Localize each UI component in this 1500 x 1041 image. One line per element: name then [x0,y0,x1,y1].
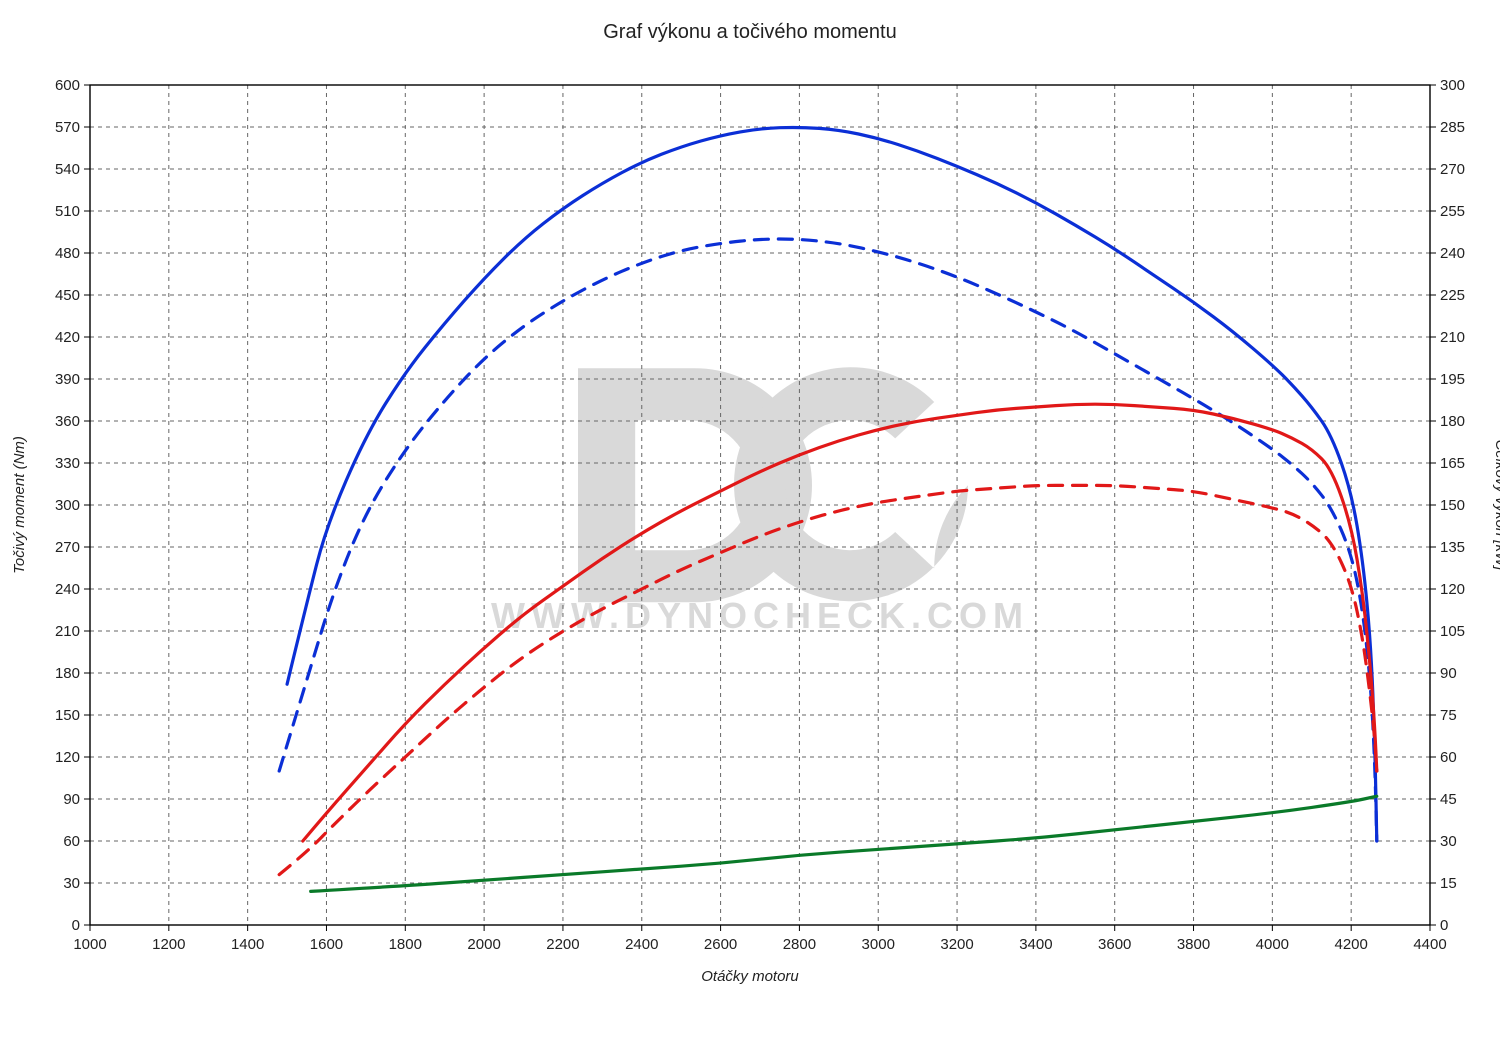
svg-text:120: 120 [1440,581,1465,598]
svg-text:165: 165 [1440,455,1465,472]
svg-text:1800: 1800 [389,936,422,953]
svg-text:600: 600 [55,77,80,94]
x-axis-label: Otáčky motoru [701,968,799,985]
svg-text:2400: 2400 [625,936,658,953]
svg-text:30: 30 [63,875,80,892]
chart-svg: WWW.DYNOCHECK.COM10001200140016001800200… [0,0,1500,1041]
svg-text:360: 360 [55,413,80,430]
chart-title: Graf výkonu a točivého momentu [603,21,896,43]
svg-text:300: 300 [55,497,80,514]
svg-text:15: 15 [1440,875,1457,892]
svg-text:240: 240 [55,581,80,598]
svg-text:0: 0 [1440,917,1448,934]
svg-text:240: 240 [1440,245,1465,262]
svg-text:450: 450 [55,287,80,304]
svg-text:330: 330 [55,455,80,472]
svg-text:210: 210 [55,623,80,640]
svg-text:2200: 2200 [546,936,579,953]
svg-text:3800: 3800 [1177,936,1210,953]
svg-text:255: 255 [1440,203,1465,220]
svg-text:1200: 1200 [152,936,185,953]
svg-text:3000: 3000 [862,936,895,953]
svg-text:3600: 3600 [1098,936,1131,953]
svg-text:1400: 1400 [231,936,264,953]
svg-text:1600: 1600 [310,936,343,953]
dyno-chart: { "title": "Graf výkonu a točivého momen… [0,0,1500,1041]
svg-text:270: 270 [1440,161,1465,178]
svg-text:480: 480 [55,245,80,262]
y-right-label: Celkový výkon [kW] [1492,440,1500,572]
svg-text:2000: 2000 [467,936,500,953]
svg-text:3400: 3400 [1019,936,1052,953]
svg-text:540: 540 [55,161,80,178]
svg-text:105: 105 [1440,623,1465,640]
y-left-label: Točivý moment (Nm) [11,436,28,574]
svg-text:90: 90 [63,791,80,808]
svg-text:420: 420 [55,329,80,346]
svg-text:135: 135 [1440,539,1465,556]
svg-text:3200: 3200 [940,936,973,953]
svg-text:150: 150 [55,707,80,724]
svg-text:2800: 2800 [783,936,816,953]
svg-text:300: 300 [1440,77,1465,94]
svg-text:195: 195 [1440,371,1465,388]
svg-text:180: 180 [55,665,80,682]
svg-text:570: 570 [55,119,80,136]
svg-text:0: 0 [72,917,80,934]
svg-text:225: 225 [1440,287,1465,304]
svg-text:90: 90 [1440,665,1457,682]
svg-text:150: 150 [1440,497,1465,514]
svg-text:180: 180 [1440,413,1465,430]
svg-text:45: 45 [1440,791,1457,808]
svg-text:390: 390 [55,371,80,388]
svg-text:285: 285 [1440,119,1465,136]
svg-text:4400: 4400 [1413,936,1446,953]
svg-text:30: 30 [1440,833,1457,850]
svg-text:510: 510 [55,203,80,220]
svg-text:75: 75 [1440,707,1457,724]
svg-text:60: 60 [1440,749,1457,766]
svg-text:270: 270 [55,539,80,556]
svg-text:210: 210 [1440,329,1465,346]
svg-text:60: 60 [63,833,80,850]
svg-text:4200: 4200 [1334,936,1367,953]
svg-text:120: 120 [55,749,80,766]
watermark-url: WWW.DYNOCHECK.COM [491,595,1029,636]
svg-text:2600: 2600 [704,936,737,953]
svg-text:4000: 4000 [1256,936,1289,953]
svg-text:1000: 1000 [73,936,106,953]
